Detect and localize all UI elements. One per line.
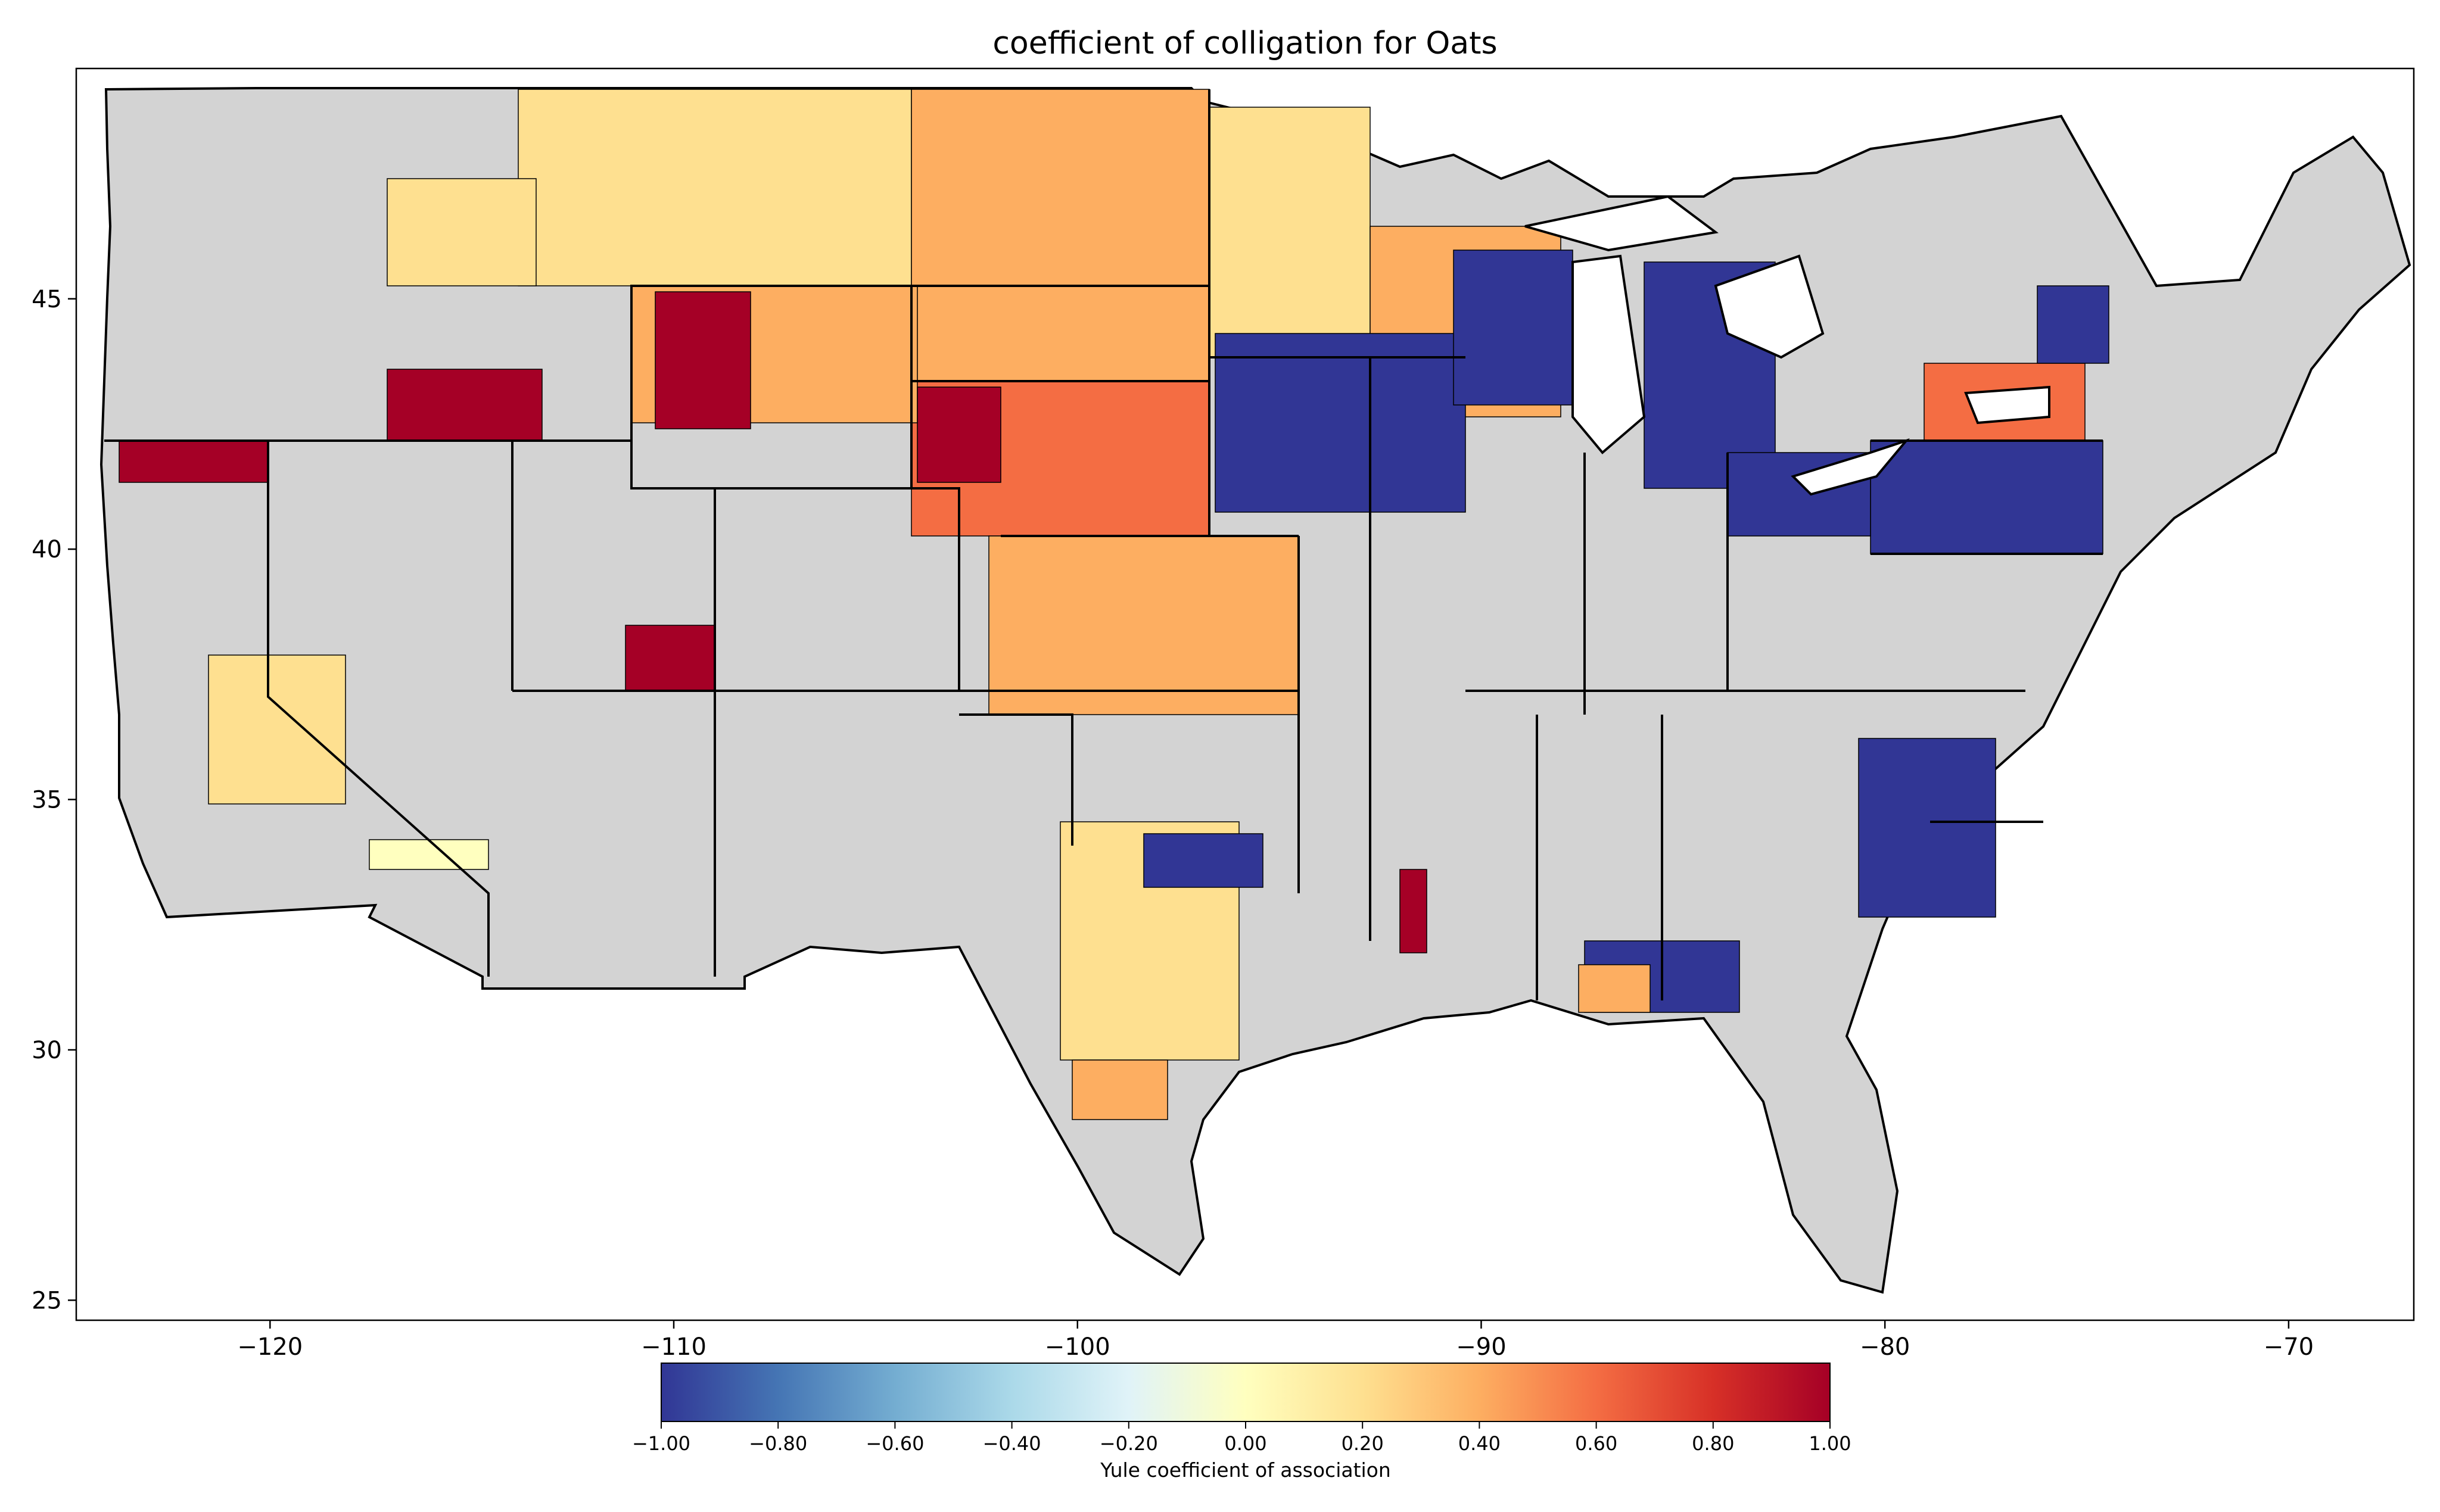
colorbar: −1.00 −0.80 −0.60 −0.40 −0.20 0.00 0.20 0.40 0.6…	[632, 1363, 1851, 1482]
colorbar-tick-label: −1.00	[632, 1432, 690, 1455]
axes-frame	[75, 67, 2415, 1321]
x-tick-label: −110	[641, 1333, 707, 1361]
county-region-dakotas	[911, 89, 1210, 388]
county-region-colorado-red	[625, 625, 715, 691]
county-region-texas-south	[1072, 1059, 1168, 1120]
x-tick-label: −70	[2264, 1333, 2314, 1361]
colorbar-tick-label: −0.40	[983, 1432, 1041, 1455]
colorbar-tick-label: −0.60	[866, 1432, 924, 1455]
county-region-nebraska-red	[917, 386, 1001, 483]
county-region-california	[208, 654, 346, 805]
county-region-north-plains	[518, 89, 912, 286]
county-region-alabama	[1578, 964, 1651, 1013]
y-tick-label: 40	[32, 536, 62, 563]
y-axis: 45 40 35 30 25	[32, 286, 76, 1314]
county-region-wisconsin-blue	[1453, 250, 1573, 406]
y-tick-label: 30	[32, 1037, 62, 1064]
colorbar-tick-label: −0.20	[1100, 1432, 1158, 1455]
county-region-mississippi-red	[1399, 869, 1427, 953]
map-title: coefficient of colligation for Oats	[992, 26, 1497, 61]
x-tick-label: −90	[1456, 1333, 1506, 1361]
colorbar-ticks: −1.00 −0.80 −0.60 −0.40 −0.20 0.00 0.20 0.40 0.6…	[632, 1421, 1851, 1455]
county-region-minnesota	[1209, 107, 1371, 358]
colorbar-gradient	[661, 1363, 1831, 1422]
colorbar-tick-label: 0.20	[1342, 1432, 1384, 1455]
county-region-oklahoma	[1143, 833, 1263, 888]
x-tick-label: −80	[1860, 1333, 1910, 1361]
county-region-wyoming-red	[655, 291, 751, 429]
county-region-upstate-ny	[2037, 285, 2109, 364]
x-tick-label: −100	[1045, 1333, 1110, 1361]
colorbar-tick-label: 0.40	[1458, 1432, 1501, 1455]
county-region-iowa	[1215, 333, 1466, 513]
county-region-california-south	[369, 839, 489, 870]
y-tick-label: 25	[32, 1287, 62, 1314]
y-tick-label: 35	[32, 787, 62, 814]
map-area	[99, 87, 2411, 1294]
colorbar-tick-label: 0.00	[1224, 1432, 1266, 1455]
great-lakes	[1524, 195, 2050, 496]
county-values	[119, 89, 2109, 1120]
colorbar-tick-label: 0.60	[1575, 1432, 1617, 1455]
county-region-idaho-red	[387, 369, 543, 441]
x-tick-label: −120	[237, 1333, 303, 1361]
colorbar-tick-label: −0.80	[749, 1432, 807, 1455]
state-boundaries	[104, 89, 2103, 1000]
x-axis: −120 −110 −100 −90 −80 −70	[237, 1320, 2314, 1361]
county-region-oregon-red	[119, 440, 269, 483]
county-region-carolinas	[1858, 738, 1996, 918]
colorbar-label: Yule coefficient of association	[1100, 1458, 1391, 1482]
county-region-pennsylvania	[1870, 440, 2103, 554]
county-region-kansas	[988, 535, 1299, 715]
county-region-washington	[387, 178, 537, 286]
colorbar-tick-label: 0.80	[1692, 1432, 1734, 1455]
colorbar-tick-label: 1.00	[1809, 1432, 1851, 1455]
y-tick-label: 45	[32, 286, 62, 313]
